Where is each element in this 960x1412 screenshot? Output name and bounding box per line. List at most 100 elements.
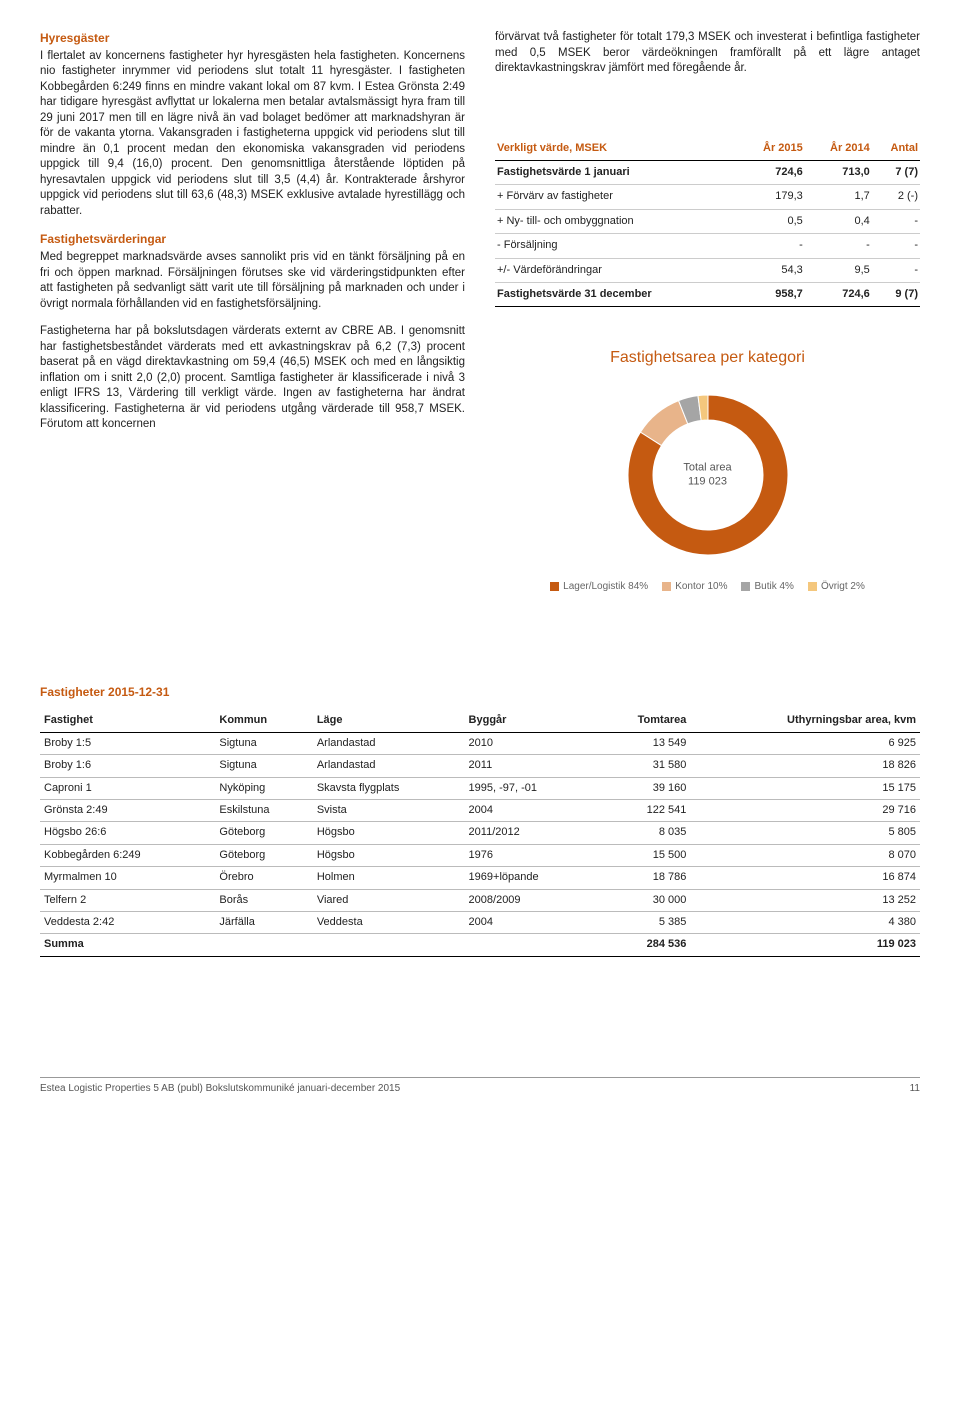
prop-table-cell: Högsbo	[313, 822, 465, 844]
prop-table-cell: 13 252	[690, 889, 920, 911]
value-table-cell: 54,3	[738, 258, 805, 282]
donut-chart: Fastighetsarea per kategori Total area 1…	[495, 337, 920, 603]
prop-table-sum-cell: 119 023	[690, 934, 920, 956]
prop-table-cell: Caproni 1	[40, 777, 215, 799]
prop-table-sum-cell	[465, 934, 596, 956]
legend-item: Butik 4%	[741, 580, 793, 594]
legend-item: Lager/Logistik 84%	[550, 580, 648, 594]
prop-table-cell: Göteborg	[215, 822, 312, 844]
prop-table-cell: Eskilstuna	[215, 800, 312, 822]
prop-table-cell: 1976	[465, 844, 596, 866]
prop-table-cell: 2004	[465, 800, 596, 822]
value-table-cell: -	[872, 209, 920, 233]
prop-table-cell: 16 874	[690, 867, 920, 889]
value-table-cell: 9 (7)	[872, 282, 920, 306]
footer-page-number: 11	[910, 1082, 920, 1096]
prop-table-cell: Nyköping	[215, 777, 312, 799]
prop-table-cell: Veddesta 2:42	[40, 911, 215, 933]
prop-table-sum-cell	[215, 934, 312, 956]
legend-swatch	[808, 582, 817, 591]
prop-table-cell: Högsbo	[313, 844, 465, 866]
value-table-cell: 0,4	[805, 209, 872, 233]
legend-label: Kontor 10%	[675, 580, 727, 594]
prop-table-cell: 2008/2009	[465, 889, 596, 911]
prop-table-cell: Göteborg	[215, 844, 312, 866]
value-table-cell: Fastighetsvärde 1 januari	[495, 160, 738, 184]
prop-table-cell: 13 549	[595, 732, 690, 754]
prop-table-cell: Holmen	[313, 867, 465, 889]
value-table-cell: 2 (-)	[872, 185, 920, 209]
prop-table-cell: 18 786	[595, 867, 690, 889]
prop-table-cell: 15 175	[690, 777, 920, 799]
prop-table-cell: Järfälla	[215, 911, 312, 933]
value-table-cell: Fastighetsvärde 31 december	[495, 282, 738, 306]
prop-table-cell: 29 716	[690, 800, 920, 822]
prop-table-cell: 18 826	[690, 755, 920, 777]
left-column: Hyresgäster I flertalet av koncernens fa…	[40, 30, 465, 604]
prop-header: Fastighet	[40, 710, 215, 732]
value-table-cell: -	[872, 234, 920, 258]
prop-table-cell: Myrmalmen 10	[40, 867, 215, 889]
prop-table-cell: 2010	[465, 732, 596, 754]
prop-table-cell: 8 035	[595, 822, 690, 844]
prop-table-cell: Kobbegården 6:249	[40, 844, 215, 866]
body-paragraph: Fastigheterna har på bokslutsdagen värde…	[40, 324, 465, 433]
legend-label: Övrigt 2%	[821, 580, 865, 594]
value-table: Verkligt värde, MSEK År 2015 År 2014 Ant…	[495, 137, 920, 308]
legend-label: Butik 4%	[754, 580, 793, 594]
prop-table-cell: 2011/2012	[465, 822, 596, 844]
value-table-cell: -	[738, 234, 805, 258]
prop-table-cell: 122 541	[595, 800, 690, 822]
legend-label: Lager/Logistik 84%	[563, 580, 648, 594]
legend-swatch	[550, 582, 559, 591]
two-column-layout: Hyresgäster I flertalet av koncernens fa…	[40, 30, 920, 604]
section-title-varderingar: Fastighetsvärderingar	[40, 231, 465, 248]
prop-table-cell: 15 500	[595, 844, 690, 866]
prop-table-cell: Högsbo 26:6	[40, 822, 215, 844]
prop-header: Läge	[313, 710, 465, 732]
value-table-cell: -	[805, 234, 872, 258]
right-column: förvärvat två fastigheter för totalt 179…	[495, 30, 920, 604]
value-table-cell: + Ny- till- och ombyggnation	[495, 209, 738, 233]
prop-table-cell: Grönsta 2:49	[40, 800, 215, 822]
section-title-hyresgaster: Hyresgäster	[40, 30, 465, 47]
properties-title: Fastigheter 2015-12-31	[40, 684, 920, 701]
prop-header: Kommun	[215, 710, 312, 732]
value-table-header: Verkligt värde, MSEK	[495, 137, 738, 161]
prop-table-cell: Broby 1:5	[40, 732, 215, 754]
prop-table-cell: Sigtuna	[215, 755, 312, 777]
value-table-cell: 179,3	[738, 185, 805, 209]
prop-table-cell: 5 385	[595, 911, 690, 933]
prop-table-cell: 31 580	[595, 755, 690, 777]
legend-item: Övrigt 2%	[808, 580, 865, 594]
body-paragraph: I flertalet av koncernens fastigheter hy…	[40, 49, 465, 220]
chart-title: Fastighetsarea per kategori	[505, 347, 910, 369]
prop-table-cell: Telfern 2	[40, 889, 215, 911]
prop-table-cell: 8 070	[690, 844, 920, 866]
prop-table-cell: 5 805	[690, 822, 920, 844]
prop-table-cell: 2011	[465, 755, 596, 777]
prop-table-cell: Örebro	[215, 867, 312, 889]
properties-section: Fastigheter 2015-12-31 Fastighet Kommun …	[40, 684, 920, 957]
value-table-header: Antal	[872, 137, 920, 161]
prop-table-cell: Arlandastad	[313, 755, 465, 777]
page-footer: Estea Logistic Properties 5 AB (publ) Bo…	[40, 1077, 920, 1096]
value-table-cell: 9,5	[805, 258, 872, 282]
value-table-cell: +/- Värdeförändringar	[495, 258, 738, 282]
prop-table-cell: Viared	[313, 889, 465, 911]
prop-table-cell: 39 160	[595, 777, 690, 799]
prop-table-cell: Sigtuna	[215, 732, 312, 754]
prop-table-cell: Borås	[215, 889, 312, 911]
value-table-cell: 713,0	[805, 160, 872, 184]
prop-table-cell: Svista	[313, 800, 465, 822]
value-table-cell: 1,7	[805, 185, 872, 209]
prop-table-cell: 1995, -97, -01	[465, 777, 596, 799]
prop-table-sum-cell	[313, 934, 465, 956]
prop-table-cell: Arlandastad	[313, 732, 465, 754]
prop-header: Uthyrningsbar area, kvm	[690, 710, 920, 732]
legend-item: Kontor 10%	[662, 580, 727, 594]
value-table-cell: 0,5	[738, 209, 805, 233]
value-table-cell: 958,7	[738, 282, 805, 306]
body-paragraph: Med begreppet marknadsvärde avses sannol…	[40, 250, 465, 312]
prop-table-cell: 4 380	[690, 911, 920, 933]
